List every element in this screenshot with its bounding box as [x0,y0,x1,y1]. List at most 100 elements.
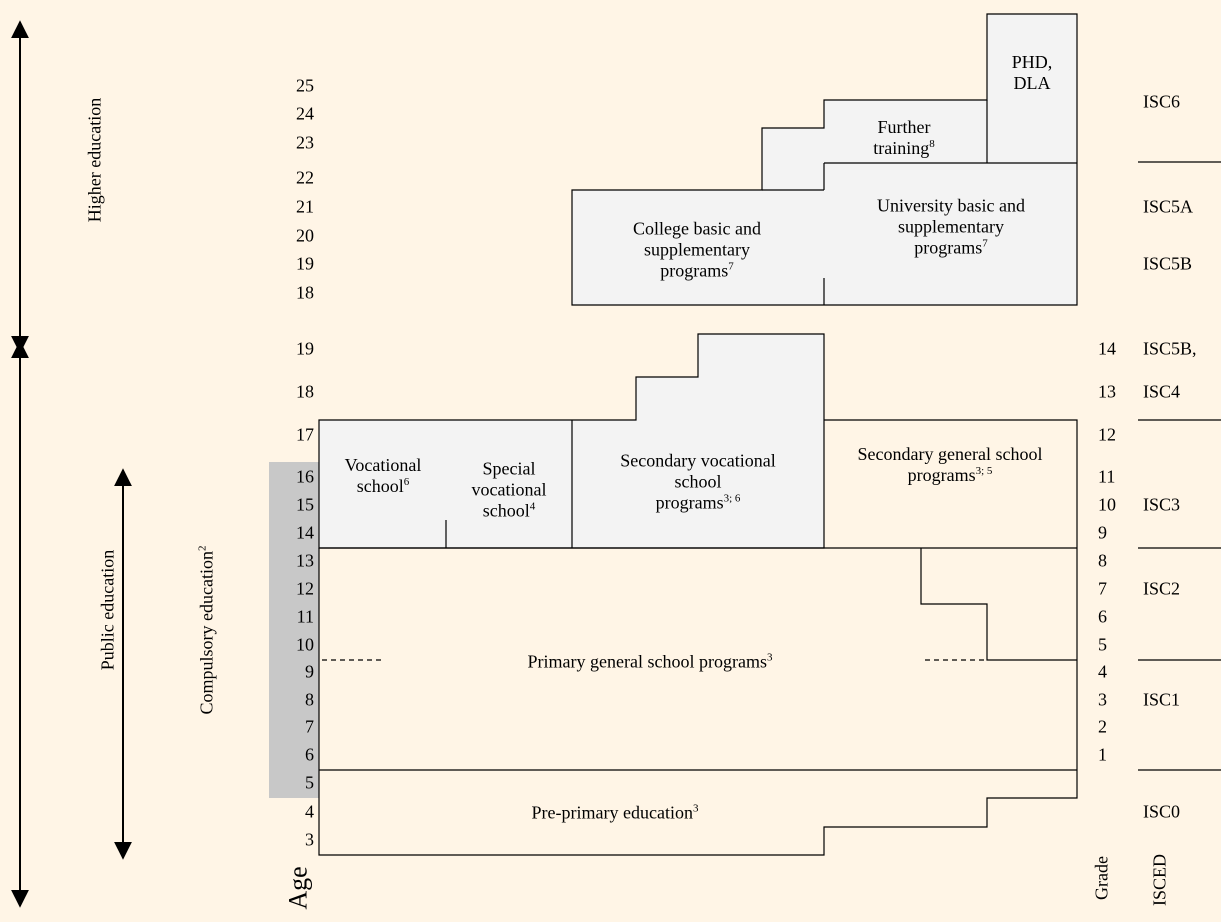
footnote: 6 [403,476,410,488]
program-label: University basic and supplementary program… [877,196,1025,259]
age-label: 6 [305,744,314,765]
label-line: programs3; 6 [620,493,775,514]
isced-label: ISC6 [1143,91,1181,112]
age-label: 18 [296,282,314,303]
program-label: Primary general school programs3 [528,652,773,673]
label-line: University basic and [877,196,1025,217]
age-label: 25 [296,75,314,96]
label-line: training8 [873,138,935,159]
label-text: DLA [1013,73,1051,93]
age-label: 4 [305,801,314,822]
label-line: programs3; 5 [858,465,1043,486]
public-education-label: Public education [97,549,118,671]
footnote: 3 [766,651,773,664]
label-line: school4 [472,501,547,522]
label-text: Compulsory education [196,551,217,715]
isced-label: ISC5B [1143,253,1193,274]
grade-label: 12 [1098,424,1116,445]
program-label: Secondary general school programs3; 5 [858,444,1043,486]
label-text: Pre-primary education [531,802,693,823]
public-block [318,419,1078,856]
footnote: 2 [196,545,209,552]
footnote: 7 [728,260,734,273]
label-text: Secondary general school [857,444,1043,464]
label-line: school6 [345,476,422,497]
label-text: school [356,476,404,496]
age-label: 15 [296,494,314,515]
label-line: school [620,472,775,493]
label-line: DLA [1012,73,1053,94]
age-label: 20 [296,225,314,246]
age-label: 14 [296,522,314,543]
isced-label: ISC5A [1143,196,1194,217]
grade-label: 2 [1098,716,1107,737]
label-line: programs7 [877,238,1025,259]
age-label: 24 [296,103,314,124]
footnote: 3; 5 [975,465,993,477]
label-text: school [674,471,722,492]
grade-label: 4 [1098,661,1107,682]
label-text: Further [877,117,931,137]
program-label: College basic and supplementary programs7 [633,219,761,282]
age-label: 23 [296,132,314,153]
age-label: 3 [305,829,314,850]
grade-label: 3 [1098,689,1107,710]
isced-label: ISC4 [1143,381,1181,402]
label-line: College basic and [633,219,761,240]
primary-step [920,548,1077,661]
footnote: 3; 6 [723,492,741,505]
grade-label: 6 [1098,606,1107,627]
label-text: PHD, [1011,52,1053,72]
label-text: supplementary [644,239,750,260]
label-line: Secondary vocational [620,451,775,472]
isced-label: ISC2 [1143,578,1181,599]
age-label: 5 [305,772,314,793]
label-line: supplementary [877,217,1025,238]
footnote: 7 [982,237,988,250]
label-text: programs [660,260,729,281]
label-line: Further [873,117,935,138]
label-text: school [482,500,530,521]
label-text: supplementary [898,216,1004,237]
compulsory-band [269,462,319,798]
age-label: 8 [305,689,314,710]
label-text: programs [655,492,724,513]
program-label: Further training8 [873,117,935,159]
program-label: Vocational school6 [345,455,422,497]
age-label: 19 [296,253,314,274]
age-label: 18 [296,381,314,402]
grade-label: 11 [1098,466,1116,487]
label-text: programs [914,237,983,258]
label-line: programs7 [633,261,761,282]
age-label: 21 [296,196,314,217]
grade-title: Grade [1091,856,1112,900]
isced-label: ISC0 [1143,801,1181,822]
age-label: 19 [296,338,314,359]
grade-label: 1 [1098,744,1107,765]
age-label: 10 [296,634,314,655]
age-label: 13 [296,550,314,571]
program-label: Secondary vocational school programs3; 6 [620,451,775,514]
label-text: programs [907,465,976,485]
program-label: Pre-primary education3 [532,803,699,824]
footnote: 3 [692,802,699,815]
label-line: supplementary [633,240,761,261]
label-line: vocational [472,480,547,501]
grade-label: 13 [1098,381,1116,402]
label-text: Secondary vocational [620,450,776,471]
label-line: Pre-primary education3 [532,803,699,824]
higher-divisions [762,100,1077,305]
grade-label: 7 [1098,578,1107,599]
age-label: 17 [296,424,314,445]
age-title: Age [283,866,313,910]
isced-separators [1138,161,1221,771]
age-label: 16 [296,466,314,487]
age-label: 11 [296,606,314,627]
grade-label: 8 [1098,550,1107,571]
label-line: Secondary general school [858,444,1043,465]
label-text: University basic and [877,195,1025,216]
secondary-divisions [445,420,573,548]
grade-label: 10 [1098,494,1116,515]
